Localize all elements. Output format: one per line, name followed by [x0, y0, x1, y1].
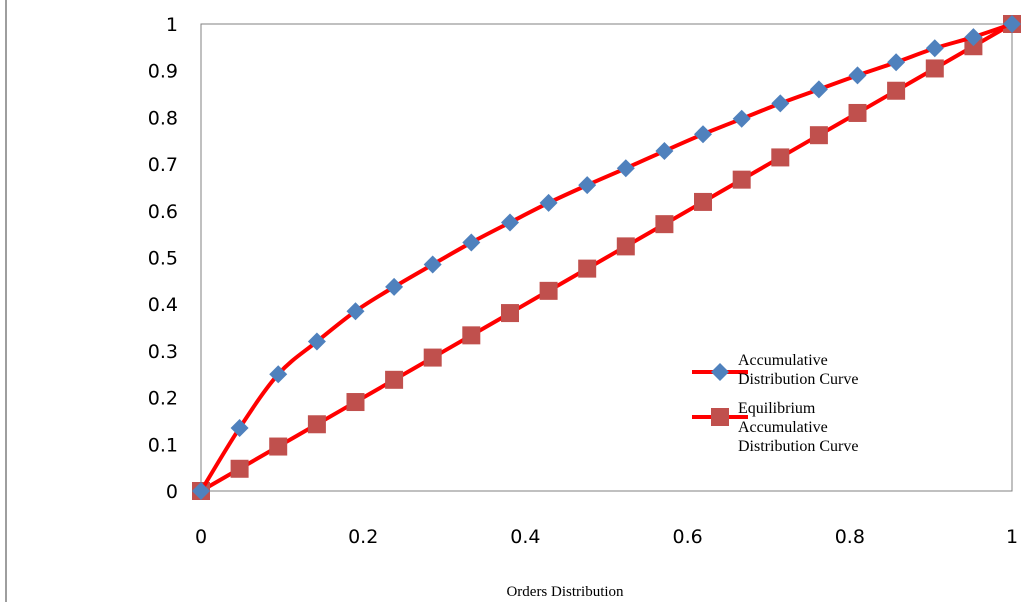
- data-point-diamond: [964, 28, 983, 47]
- data-point-square: [230, 459, 249, 478]
- y-tick-label: 0.6: [148, 201, 178, 223]
- data-point-square: [732, 170, 751, 189]
- legend-entry: Accumulative Distribution Curve: [692, 352, 858, 388]
- legend-label-line: Accumulative: [738, 352, 828, 369]
- data-point-diamond: [539, 193, 558, 212]
- y-tick-label: 0.5: [148, 248, 178, 270]
- y-tick-label: 0.4: [148, 294, 178, 316]
- y-tick-label: 0.9: [148, 61, 178, 83]
- data-point-square: [694, 192, 713, 211]
- x-tick-label: 0.8: [835, 526, 865, 548]
- legend-label-line: Accumulative: [738, 419, 828, 436]
- series-line: [199, 22, 1014, 493]
- x-tick-label: 0: [195, 526, 207, 548]
- data-point-diamond: [269, 365, 288, 384]
- data-point-diamond: [307, 332, 326, 351]
- data-point-diamond: [771, 94, 790, 113]
- data-point-square: [809, 126, 828, 145]
- data-point-diamond: [887, 53, 906, 72]
- legend: Accumulative Distribution CurveEquilibriu…: [692, 352, 858, 455]
- data-point-diamond: [578, 176, 597, 195]
- y-tick-label: 0.3: [148, 341, 178, 363]
- legend-entry: Equilibrium Accumulative Distribution Curv…: [692, 400, 858, 455]
- x-tick-label: 0.4: [510, 526, 540, 548]
- legend-label-line: Distribution Curve: [738, 371, 858, 388]
- data-point-diamond: [732, 109, 751, 128]
- data-point-square: [578, 259, 597, 278]
- y-tick-label: 0.7: [148, 154, 178, 176]
- data-point-diamond: [1003, 15, 1021, 33]
- data-point-diamond: [616, 159, 635, 178]
- data-point-diamond: [385, 277, 404, 296]
- series-square: [192, 15, 1021, 500]
- data-point-diamond: [346, 302, 365, 321]
- series-layer: [192, 15, 1021, 500]
- x-tick-label: 1: [1006, 526, 1018, 548]
- data-point-square: [307, 415, 326, 434]
- y-tick-label: 1: [166, 14, 178, 36]
- data-point-diamond: [423, 255, 442, 274]
- legend-marker-diamond: [711, 363, 729, 381]
- data-point-diamond: [925, 39, 944, 58]
- legend-label-line: Equilibrium: [738, 400, 816, 417]
- data-point-square: [925, 59, 944, 78]
- x-axis-label: Orders Distribution: [506, 584, 624, 600]
- tick-layer: 0 0.1 0.2 0.3 0.4 0.5 0.6 0.7 0.8 0.9 1 0 0.2 0.4 0.6 0…: [148, 14, 1018, 548]
- data-point-diamond: [230, 418, 249, 437]
- legend-label-line: Distribution Curve: [738, 438, 858, 455]
- data-point-diamond: [809, 80, 828, 99]
- data-point-diamond: [694, 125, 713, 144]
- series-diamond: [192, 15, 1021, 500]
- series-line: [199, 22, 1014, 493]
- data-point-square: [385, 370, 404, 389]
- data-point-square: [462, 326, 481, 345]
- data-point-square: [655, 215, 674, 234]
- data-point-diamond: [500, 213, 519, 232]
- data-point-square: [269, 437, 288, 456]
- data-point-square: [771, 148, 790, 167]
- data-point-square: [539, 281, 558, 300]
- legend-label: Accumulative Distribution Curve: [738, 352, 858, 388]
- data-point-square: [887, 81, 906, 100]
- x-tick-label: 0.2: [348, 526, 378, 548]
- data-point-diamond: [192, 482, 210, 500]
- data-point-square: [346, 393, 365, 412]
- data-point-square: [964, 37, 983, 56]
- data-point-square: [423, 348, 442, 367]
- y-tick-label: 0.2: [148, 388, 178, 410]
- data-point-diamond: [462, 233, 481, 252]
- legend-marker-square: [711, 408, 729, 426]
- x-tick-label: 0.6: [672, 526, 702, 548]
- legend-label: Equilibrium Accumulative Distribution Curv…: [738, 400, 858, 455]
- data-point-diamond: [655, 142, 674, 161]
- y-tick-label: 0.8: [148, 107, 178, 129]
- data-point-square: [500, 304, 519, 323]
- data-point-square: [848, 103, 867, 122]
- data-point-diamond: [848, 66, 867, 85]
- plot-area: [200, 23, 1013, 492]
- data-point-square: [616, 237, 635, 256]
- y-tick-label: 0.1: [148, 434, 178, 456]
- y-tick-label: 0: [166, 481, 178, 503]
